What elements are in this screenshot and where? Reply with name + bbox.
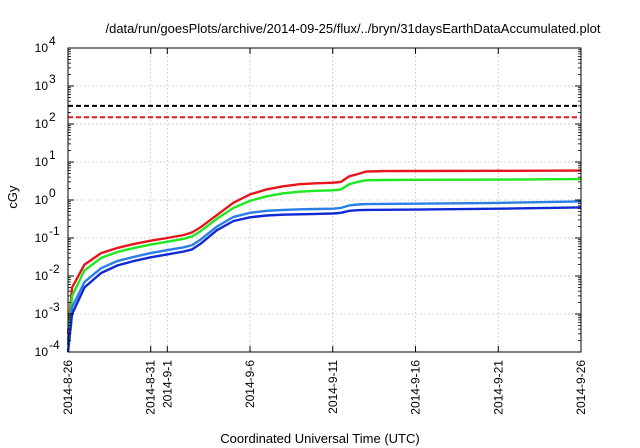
grid-lines	[68, 48, 581, 352]
chart-title: /data/run/goesPlots/archive/2014-09-25/f…	[105, 21, 600, 36]
y-tick-exponent: 0	[49, 186, 56, 200]
y-tick-exponent: 2	[49, 110, 56, 124]
x-tick-label: 2014-9-6	[243, 360, 257, 408]
y-tick-exponent: -4	[49, 338, 60, 352]
x-axis-ticks: 2014-8-26 2014-8-31 2014-9-1 2014-9-6 2014-9…	[61, 48, 588, 415]
y-tick-label: 10	[35, 79, 49, 93]
series-line	[66, 200, 582, 346]
y-tick-exponent: -3	[49, 300, 60, 314]
x-tick-label: 2014-9-26	[574, 360, 588, 415]
y-tick-label: 10	[35, 155, 49, 169]
y-tick-label: 10	[35, 193, 49, 207]
y-tick-exponent: 4	[49, 34, 56, 48]
x-tick-label: 2014-8-31	[144, 360, 158, 415]
x-tick-label: 2014-9-1	[160, 360, 174, 408]
series-line	[66, 206, 582, 353]
y-tick-exponent: -2	[49, 262, 60, 276]
x-tick-label: 2014-9-16	[409, 360, 423, 415]
series-line	[66, 169, 582, 335]
y-tick-label: 10	[35, 117, 49, 131]
y-axis-title: cGy	[5, 185, 20, 209]
threshold-lines	[68, 104, 581, 119]
y-tick-label: 10	[35, 41, 49, 55]
x-axis-title: Coordinated Universal Time (UTC)	[220, 431, 419, 446]
y-tick-label: 10	[35, 307, 49, 321]
y-tick-exponent: -1	[49, 224, 60, 238]
x-tick-label: 2014-8-26	[61, 360, 75, 415]
x-tick-label: 2014-9-21	[491, 360, 505, 415]
series-line	[66, 177, 582, 341]
x-tick-label: 2014-9-11	[326, 360, 340, 414]
y-tick-label: 10	[35, 269, 49, 283]
series-group	[66, 169, 582, 353]
y-tick-exponent: 3	[49, 72, 56, 86]
y-tick-label: 10	[35, 231, 49, 245]
y-tick-exponent: 1	[49, 148, 56, 162]
y-tick-label: 10	[35, 345, 49, 359]
